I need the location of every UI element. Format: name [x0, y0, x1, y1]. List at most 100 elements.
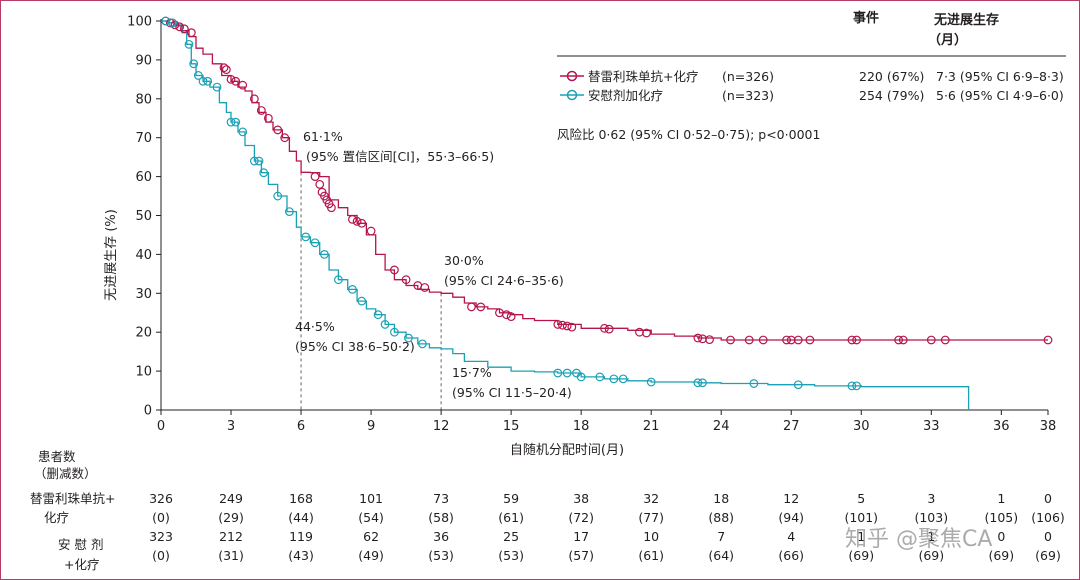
censor-mark-arm1 [705, 335, 714, 344]
y-tick-label: 40 [135, 248, 152, 263]
censor-mark-arm1 [352, 216, 362, 226]
annotation-arm2-6mo-value: 44·5% [295, 319, 335, 334]
censor-mark-arm1 [847, 335, 857, 345]
legend-label-arm2: 安慰剂加化疗 [588, 88, 663, 103]
legend-n-arm2: (n=323) [722, 88, 774, 103]
censor-mark-arm2 [793, 380, 803, 390]
annotations: 61·1% (95% 置信区间[CI]，55·3–66·5) 44·5% (95… [295, 129, 572, 400]
censor-mark-arm1 [926, 335, 936, 345]
risk-censored-value: (61) [638, 548, 664, 563]
censor-mark-arm1 [326, 203, 336, 213]
y-axis-label: 无进展生存 (%) [104, 209, 119, 301]
risk-row-label-arm2: 安 慰 剂 [58, 537, 103, 552]
censor-mark-arm1 [558, 320, 567, 330]
x-tick-label: 9 [367, 419, 375, 434]
risk-censored-value: (61) [498, 510, 524, 525]
x-tick-label: 27 [783, 419, 800, 434]
censor-mark-arm1 [852, 335, 861, 345]
censor-mark-arm1 [280, 133, 290, 143]
censor-mark-arm2 [184, 39, 194, 49]
risk-censored-value: (88) [708, 510, 734, 525]
censor-mark-arm2 [357, 296, 367, 306]
risk-row-label-arm2-sub: +化疗 [64, 557, 99, 572]
risk-at-risk-value: 18 [713, 491, 729, 506]
risk-at-risk-value: 1 [857, 529, 865, 544]
censor-mark-arm2 [284, 207, 294, 217]
censor-mark-arm2 [576, 372, 586, 382]
censor-mark-arm1 [562, 321, 572, 331]
risk-censored-value: (31) [218, 548, 244, 563]
censor-mark-arm2 [749, 379, 759, 388]
censor-mark-arm1 [221, 65, 231, 75]
censor-mark-arm2 [553, 368, 563, 378]
censor-mark-arm1 [256, 106, 266, 115]
legend-n-arm1: (n=326) [722, 69, 774, 84]
y-tick-label: 70 [135, 131, 152, 146]
risk-censored-value: (58) [428, 510, 454, 525]
y-tick-label: 100 [127, 15, 152, 30]
legend-events-arm2: 254 (79%) [859, 88, 924, 103]
censor-mark-arm1 [420, 283, 430, 292]
x-tick-label: 15 [503, 419, 520, 434]
censor-mark-arm1 [467, 302, 476, 312]
annotation-arm1-12mo-value: 30·0% [444, 253, 484, 268]
annotation-arm1-12mo-ci: (95% CI 24·6–35·6) [444, 273, 564, 288]
legend-marker-arm1 [566, 70, 578, 82]
risk-censored-value: (29) [218, 510, 244, 525]
y-tick-label: 50 [135, 209, 152, 224]
censor-mark-arm1 [226, 74, 236, 84]
censor-mark-arm1 [894, 335, 904, 345]
censor-mark-arm2 [189, 59, 199, 69]
censor-mark-arm2 [418, 339, 427, 349]
risk-at-risk-value: 249 [219, 491, 243, 506]
censor-mark-arm1 [357, 218, 367, 228]
annotation-arm2-6mo-ci: (95% CI 38·6–50·2) [295, 339, 415, 354]
risk-at-risk-value: 62 [363, 529, 379, 544]
censor-mark-arm2 [646, 377, 656, 387]
censor-mark-arm2 [562, 368, 572, 378]
legend-events-arm1: 220 (67%) [859, 69, 924, 84]
legend-median-arm1: 7·3 (95% CI 6·9–8·3) [936, 69, 1064, 84]
x-tick-label: 24 [713, 419, 730, 434]
legend-header-events: 事件 [853, 10, 879, 26]
censor-mark-arm1 [366, 226, 376, 236]
legend-label-arm1: 替雷利珠单抗+化疗 [588, 69, 698, 84]
censor-mark-arm2 [231, 117, 241, 127]
risk-censored-value: (69) [1035, 548, 1061, 563]
censor-mark-arm1 [635, 327, 644, 337]
censor-mark-arm2 [390, 327, 399, 337]
risk-censored-value: (0) [152, 510, 170, 525]
risk-censored-value: (53) [428, 548, 454, 563]
censor-mark-arm1 [170, 20, 180, 30]
censor-mark-arm1 [502, 310, 511, 320]
watermark: 知乎 @聚焦CA [845, 527, 992, 552]
censor-mark-arm1 [1043, 335, 1053, 345]
censor-mark-arm1 [698, 334, 707, 344]
censor-mark-arm1 [165, 18, 175, 28]
risk-censored-value: (69) [988, 548, 1014, 563]
censor-mark-arm1 [390, 265, 399, 275]
legend-header-pfs-unit: （月） [928, 32, 967, 48]
x-tick-label: 30 [853, 419, 870, 434]
x-tick-label: 18 [573, 419, 590, 434]
censor-mark-arm2 [609, 374, 619, 384]
censor-mark-arm1 [175, 22, 185, 32]
risk-censored-value: (101) [844, 510, 878, 525]
censor-mark-arm2 [238, 127, 248, 137]
censor-mark-arm1 [898, 335, 908, 345]
censor-mark-arm1 [219, 63, 229, 73]
risk-at-risk-value: 4 [787, 529, 795, 544]
x-tick-label: 36 [993, 419, 1010, 434]
censor-mark-arm1 [744, 335, 754, 345]
censor-mark-arm2 [334, 275, 343, 285]
hazard-ratio: 风险比 0·62 (95% CI 0·52–0·75); p<0·0001 [557, 127, 820, 142]
censor-mark-arm1 [238, 80, 248, 90]
legend-marker-arm2 [566, 89, 578, 101]
y-tick-label: 60 [135, 170, 152, 185]
y-tick-label: 20 [135, 326, 152, 341]
x-tick-label: 33 [923, 419, 940, 434]
y-tick-label: 10 [135, 365, 152, 380]
censor-mark-arm2 [595, 372, 605, 382]
censor-mark-arm1 [263, 113, 273, 123]
